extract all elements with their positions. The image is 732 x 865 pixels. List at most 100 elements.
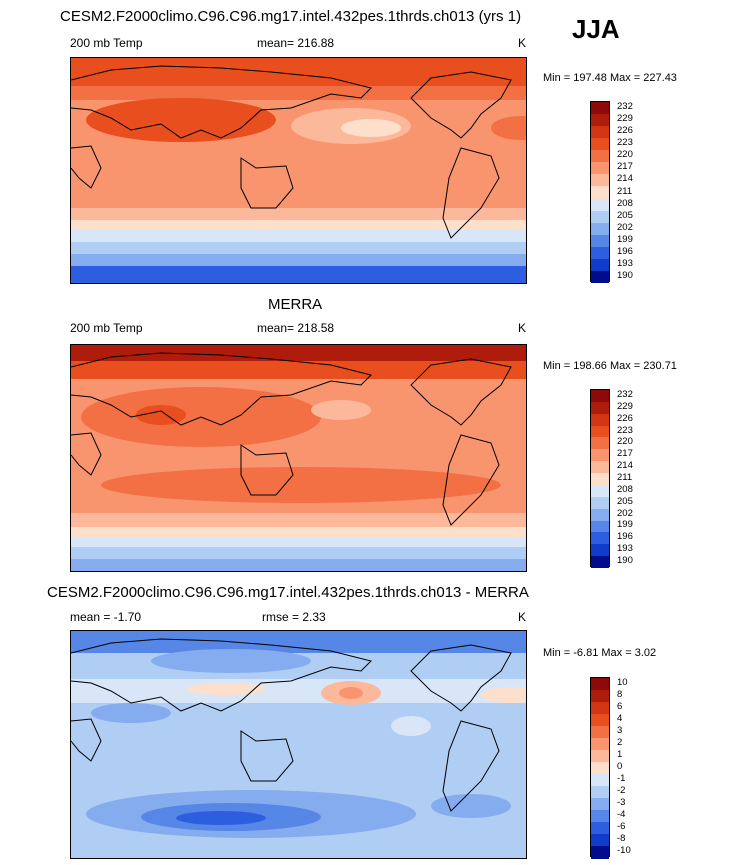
panel2-colorbar-tick-label: 205 <box>617 495 633 507</box>
panel1-colorbar-swatch <box>591 162 609 175</box>
panel3-colorbar-swatch <box>591 810 609 823</box>
panel3-colorbar-tick-label: -6 <box>617 821 626 832</box>
panel1-colorbar-tick-label: 217 <box>617 161 633 173</box>
panel2-colorbar-swatch <box>591 390 609 403</box>
panel2-map-svg <box>71 345 526 571</box>
panel1-colorbar-swatch <box>591 186 609 200</box>
panel3-colorbar-swatch <box>591 726 609 739</box>
panel1-colorbar-tick-label: 223 <box>617 137 633 149</box>
panel3-colorbar-swatch <box>591 762 609 775</box>
panel2-colorbar-tick-label: 193 <box>617 543 633 555</box>
panel2-colorbar-swatch <box>591 437 609 450</box>
panel1-colorbar-swatch <box>591 258 609 272</box>
panel2-colorbar-swatch <box>591 449 609 462</box>
season-label: JJA <box>572 14 620 44</box>
panel1-colorbar-tick-label: 205 <box>617 209 633 221</box>
panel1-colorbar: 232 229 226 223 220 217 214 211 208 205 202 199 196 1… <box>590 101 633 284</box>
panel2-colorbar-tick-label: 229 <box>617 400 633 412</box>
panel1-colorbar-swatch <box>591 270 609 284</box>
panel2-colorbar-tick-label: 208 <box>617 483 633 495</box>
panel1-colorbar-swatch <box>591 138 609 151</box>
panel2-colorbar-tick-label: 190 <box>617 555 633 567</box>
panel1-colorbar-swatch <box>591 198 609 212</box>
panel2-colorbar-tick-label: 196 <box>617 531 633 543</box>
panel1-colorbar-swatch <box>591 222 609 236</box>
panel1-colorbar-tick-label: 211 <box>617 185 633 197</box>
panel1-map-svg <box>71 58 526 283</box>
panel3-colorbar-tick-label: 2 <box>617 737 623 748</box>
panel3-colorbar-tick-label: 10 <box>617 677 628 688</box>
panel1-colorbar-tick-label: 232 <box>617 101 633 113</box>
panel2-title: MERRA <box>268 296 323 313</box>
panel3-map-svg <box>71 631 526 858</box>
panel1-colorbar-tick-label: 226 <box>617 125 633 137</box>
panel2-colorbar-tick-label: 232 <box>617 388 633 400</box>
panel3-colorbar-swatch <box>591 738 609 751</box>
panel3-colorbar-swatch <box>591 786 609 799</box>
panel3-rmse-label: rmse = 2.33 <box>262 610 326 624</box>
panel3-colorbar-tick-label: 8 <box>617 689 623 700</box>
panel1-colorbar-tick-label: 199 <box>617 233 633 245</box>
panel2-colorbar-swatch <box>591 425 609 438</box>
panel2-colorbar-tick-label: 211 <box>617 472 633 483</box>
panel2-units-label: K <box>518 321 527 335</box>
panel1-colorbar-swatch <box>591 114 609 127</box>
panel2-colorbar-tick-label: 202 <box>617 507 633 519</box>
panel2-colorbar-tick-label: 217 <box>617 448 633 460</box>
panel3-colorbar-swatch <box>591 714 609 727</box>
panel1-colorbar-swatch <box>591 246 609 260</box>
panel3-colorbar-tick-label: -1 <box>617 773 626 784</box>
panel1-colorbar-swatch <box>591 210 609 224</box>
panel2-minmax-label: Min = 198.66 Max = 230.71 <box>543 360 677 372</box>
panel3-colorbar-swatch <box>591 678 609 691</box>
panel3-colorbar-swatch <box>591 690 609 703</box>
panel3-colorbar-tick-label: 0 <box>617 761 623 772</box>
panel3-colorbar-tick-label: -8 <box>617 833 626 844</box>
panel3-colorbar-swatch <box>591 702 609 715</box>
panel2-mean-label: mean= 218.58 <box>257 321 335 335</box>
panel2-colorbar-swatch <box>591 544 609 557</box>
panel1-units-label: K <box>518 36 527 50</box>
panel2-colorbar-tick-label: 220 <box>617 436 633 448</box>
panel3-colorbar-box <box>590 677 610 859</box>
panel3-colorbar-tick-label: -2 <box>617 785 626 796</box>
panel1-colorbar-tick-label: 214 <box>617 173 633 185</box>
panel3-colorbar-swatch <box>591 834 609 847</box>
panel3-colorbar-tick-label: 3 <box>617 725 623 736</box>
panel3-colorbar-tick-label: 1 <box>617 749 623 760</box>
panel1-colorbar-swatch <box>591 234 609 248</box>
panel3-colorbar: 10 8 6 4 3 2 1 0 -1 -2 -3 -4 -6 -8 -10 <box>590 677 631 859</box>
panel2-colorbar-tick-label: 214 <box>617 460 633 472</box>
panel3-mean-label: mean = -1.70 <box>70 610 142 624</box>
panel2-map <box>70 344 527 572</box>
panel2-colorbar-box <box>590 389 610 569</box>
panel3-colorbar-tick-label: 4 <box>617 713 623 724</box>
panel3-colorbar-swatch <box>591 798 609 811</box>
panel1-colorbar-tick-label: 196 <box>617 245 633 257</box>
panel1-colorbar-box <box>590 101 610 284</box>
panel2-colorbar-swatch <box>591 473 609 486</box>
panel2-colorbar-swatch <box>591 413 609 427</box>
panel3-colorbar-tick-label: -4 <box>617 809 626 820</box>
panel1-title: CESM2.F2000climo.C96.C96.mg17.intel.432p… <box>60 8 522 25</box>
panel1-colorbar-tick-label: 220 <box>617 149 633 161</box>
panel1-colorbar-tick-label: 229 <box>617 113 633 125</box>
panel1-colorbar-tick-label: 190 <box>617 269 633 281</box>
panel3-minmax-label: Min = -6.81 Max = 3.02 <box>543 647 657 659</box>
panel3-colorbar-swatch <box>591 846 609 859</box>
panel2-colorbar-tick-label: 199 <box>617 519 633 531</box>
panel3-colorbar-tick-label: -3 <box>617 797 626 808</box>
panel3-colorbar-tick-label: 6 <box>617 701 623 712</box>
panel3-colorbar-tick-label: -10 <box>617 845 631 856</box>
panel2-colorbar-swatch <box>591 484 609 498</box>
panel1-minmax-label: Min = 197.48 Max = 227.43 <box>543 72 677 84</box>
panel2-colorbar-swatch <box>591 496 609 510</box>
panel2-colorbar-swatch <box>591 508 609 522</box>
panel1-colorbar-swatch <box>591 126 609 139</box>
panel3-colorbar-swatch <box>591 822 609 835</box>
panel3-colorbar-swatch <box>591 774 609 787</box>
panel2-colorbar-swatch <box>591 532 609 545</box>
panel2-colorbar-swatch <box>591 520 609 533</box>
panel1-colorbar-tick-label: 193 <box>617 257 633 269</box>
panel2-colorbar: 232 229 226 223 220 217 214 211 208 205 202 199 196 1… <box>590 389 633 569</box>
